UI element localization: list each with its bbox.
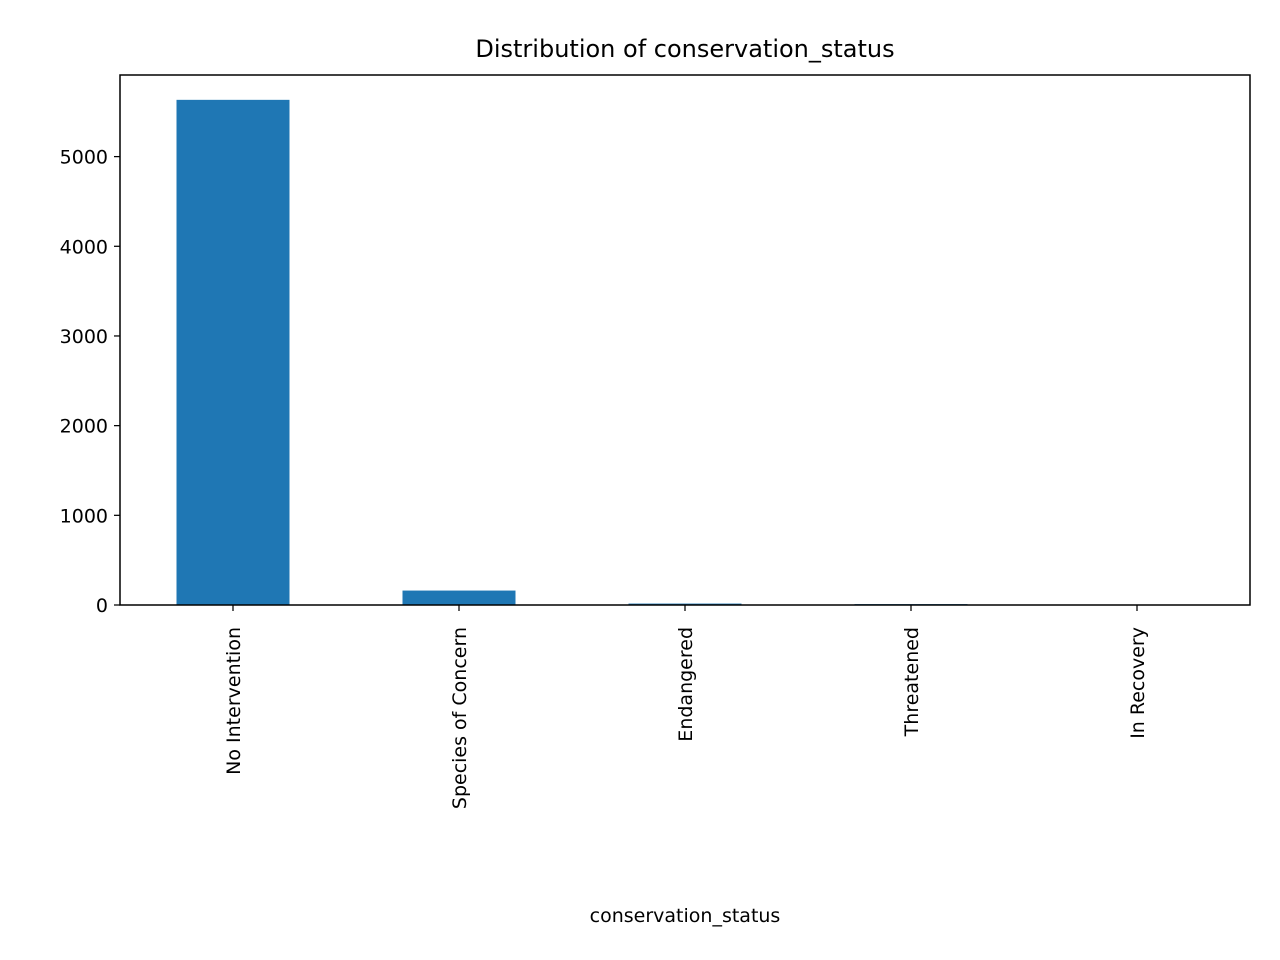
x-axis-label: conservation_status xyxy=(590,905,781,927)
bar-1 xyxy=(402,590,516,605)
x-tick-label: In Recovery xyxy=(1127,627,1149,739)
x-tick-label: Endangered xyxy=(675,627,697,742)
plot-area: 0 1000 2000 3000 4000 5000 No Intervention Spe… xyxy=(60,74,1251,809)
y-tick-label: 5000 xyxy=(60,147,108,169)
x-tick-label: Threatened xyxy=(901,627,923,737)
y-tick-label: 1000 xyxy=(60,505,108,527)
x-tick-label: No Intervention xyxy=(223,627,245,775)
bar-0 xyxy=(176,99,290,606)
x-axis: No Intervention Species of Concern Endange… xyxy=(223,605,1149,809)
y-tick-label: 4000 xyxy=(60,236,108,258)
y-axis: 0 1000 2000 3000 4000 5000 xyxy=(60,147,120,617)
y-tick-label: 2000 xyxy=(60,416,108,438)
axes-frame xyxy=(119,74,1251,606)
y-tick-label: 3000 xyxy=(60,326,108,348)
y-tick-label: 0 xyxy=(96,595,108,617)
x-tick-label: Species of Concern xyxy=(449,627,471,809)
chart-title: Distribution of conservation_status xyxy=(475,35,894,63)
bars xyxy=(176,99,1194,606)
